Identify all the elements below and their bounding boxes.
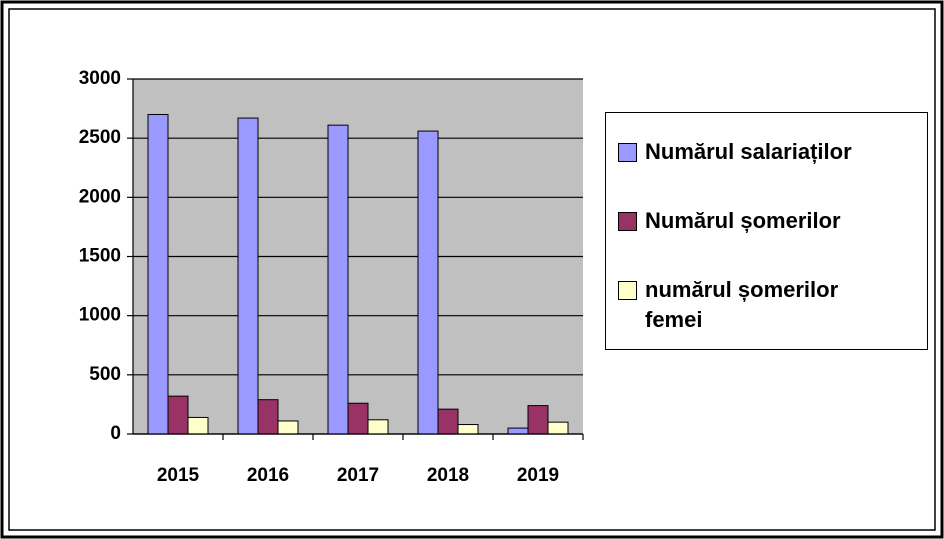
legend-entry: Numărul șomerilor — [618, 206, 927, 236]
legend-swatch — [618, 212, 637, 231]
y-tick-label: 1000 — [79, 305, 121, 326]
bar — [147, 114, 169, 435]
x-tick-label: 2019 — [517, 465, 559, 486]
bar — [417, 130, 439, 435]
bar — [507, 427, 529, 435]
y-tick-label: 2000 — [79, 186, 121, 207]
bar — [347, 402, 369, 435]
bar — [457, 424, 479, 435]
bar — [367, 419, 389, 435]
bar — [257, 399, 279, 435]
bar — [527, 405, 549, 435]
y-tick-label: 0 — [110, 423, 121, 444]
x-tick-label: 2017 — [337, 465, 379, 486]
x-tick-label: 2018 — [427, 465, 469, 486]
inner-frame — [8, 8, 936, 531]
x-tick-label: 2015 — [157, 465, 200, 486]
y-tick-label: 3000 — [79, 68, 121, 89]
bar — [547, 421, 569, 435]
y-tick-label: 1500 — [79, 246, 121, 267]
legend: Numărul salariaților Numărul șomerilor num… — [605, 112, 928, 350]
legend-label: Numărul șomerilor — [645, 208, 841, 233]
bar — [237, 117, 259, 435]
legend-entry: Numărul salariaților — [618, 137, 927, 167]
bar — [277, 420, 299, 435]
legend-entry: numărul șomerilor femei — [618, 275, 927, 335]
legend-label: numărul șomerilor femei — [645, 277, 839, 332]
y-tick-label: 500 — [89, 364, 121, 385]
bar — [167, 395, 189, 435]
legend-swatch — [618, 143, 637, 162]
bar — [187, 416, 209, 435]
y-tick-label: 2500 — [79, 127, 121, 148]
legend-label: Numărul salariaților — [645, 139, 852, 164]
bar — [327, 124, 349, 435]
legend-swatch — [618, 281, 637, 300]
x-tick-label: 2016 — [247, 465, 289, 486]
bar — [437, 408, 459, 435]
